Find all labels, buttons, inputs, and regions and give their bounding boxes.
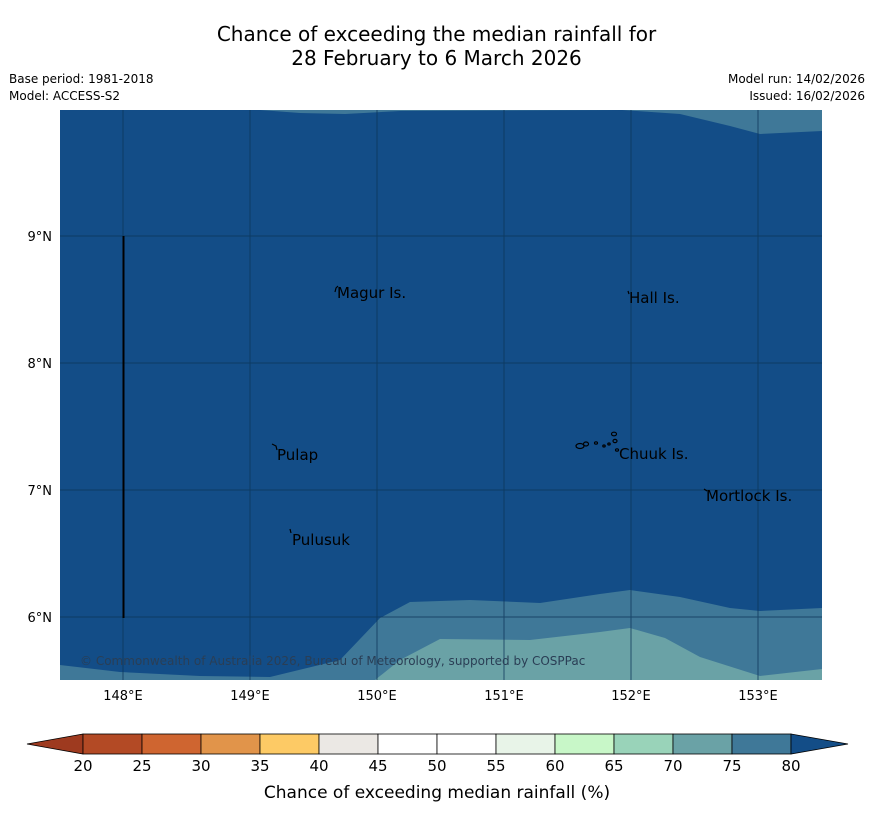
colorbar-tick-label: 20 — [73, 757, 92, 775]
lat-tick-label: 7°N — [28, 484, 53, 499]
colorbar-tick-label: 55 — [486, 757, 505, 775]
colorbar-tick-label: 50 — [427, 757, 446, 775]
chart-title: Chance of exceeding the median rainfall … — [0, 22, 873, 70]
lon-tick-label: 148°E — [103, 689, 143, 704]
place-mortlock: Mortlock Is. — [706, 487, 792, 505]
colorbar-tick-label: 30 — [191, 757, 210, 775]
colorbar-tick-label: 45 — [368, 757, 387, 775]
colorbar-extend-low — [26, 733, 84, 755]
pulap-island-outline — [271, 443, 278, 451]
place-magur: Magur Is. — [337, 284, 406, 302]
colorbar-segment — [200, 733, 261, 755]
colorbar-tick-label: 70 — [663, 757, 682, 775]
band-75-80-top — [260, 110, 822, 134]
title-line-2: 28 February to 6 March 2026 — [291, 46, 582, 70]
colorbar-segment — [141, 733, 202, 755]
lat-tick-label: 8°N — [28, 357, 53, 372]
pulusuk-island-outline — [289, 528, 292, 534]
issued-date: Issued: 16/02/2026 — [749, 89, 865, 103]
colorbar-label: Chance of exceeding median rainfall (%) — [264, 783, 610, 803]
band-70-75 — [375, 628, 822, 680]
magur-island-outline — [334, 285, 339, 293]
lon-tick-label: 151°E — [484, 689, 524, 704]
base-period: Base period: 1981-2018 — [9, 72, 154, 86]
model-name: Model: ACCESS-S2 — [9, 89, 121, 103]
colorbar-tick-label: 60 — [545, 757, 564, 775]
latitude-axis: 9°N 8°N 7°N 6°N — [28, 230, 53, 626]
meta-right: Model run: 14/02/2026 Issued: 16/02/2026 — [728, 71, 865, 105]
colorbar-segment — [672, 733, 733, 755]
colorbar-tick-label: 65 — [604, 757, 623, 775]
colorbar-segment — [495, 733, 556, 755]
colorbar-segment — [554, 733, 615, 755]
band-80-plus — [60, 110, 822, 680]
place-pulusuk: Pulusuk — [292, 531, 350, 549]
colorbar-tick-label: 35 — [250, 757, 269, 775]
colorbar-tick-label: 25 — [132, 757, 151, 775]
lon-tick-label: 150°E — [357, 689, 397, 704]
hall-island-outline — [627, 290, 630, 295]
island-outlines — [271, 285, 708, 534]
colorbar-segment — [436, 733, 497, 755]
title-line-1: Chance of exceeding the median rainfall … — [216, 22, 657, 46]
mortlock-island-outline — [703, 488, 708, 492]
longitude-axis: 148°E 149°E 150°E 151°E 152°E 153°E — [103, 689, 778, 704]
colorbar-segment — [613, 733, 674, 755]
lon-tick-label: 149°E — [230, 689, 270, 704]
place-chuuk: Chuuk Is. — [619, 445, 688, 463]
colorbar-segment — [731, 733, 792, 755]
colorbar-segment — [259, 733, 320, 755]
colorbar — [26, 733, 849, 755]
colorbar-segment — [82, 733, 143, 755]
colorbar-segment — [318, 733, 379, 755]
colorbar-extend-high — [790, 733, 849, 755]
colorbar-segment — [377, 733, 438, 755]
lat-tick-label: 9°N — [28, 230, 53, 245]
colorbar-tick-label: 40 — [309, 757, 328, 775]
copyright-notice: © Commonwealth of Australia 2026, Bureau… — [80, 654, 585, 668]
lon-tick-label: 152°E — [611, 689, 651, 704]
meta-left: Base period: 1981-2018 Model: ACCESS-S2 — [9, 71, 154, 105]
model-run: Model run: 14/02/2026 — [727, 72, 865, 86]
chuuk-lagoon-outline — [575, 431, 620, 452]
lat-tick-label: 6°N — [28, 611, 53, 626]
map-area: Magur Is. Hall Is. Pulap Chuuk Is. Mortl… — [60, 110, 822, 680]
place-pulap: Pulap — [277, 446, 318, 464]
colorbar-ticks: 20 25 30 35 40 45 50 55 60 65 70 75 80 — [73, 757, 800, 775]
colorbar-tick-label: 80 — [781, 757, 800, 775]
place-hall: Hall Is. — [629, 289, 680, 307]
lon-tick-label: 153°E — [738, 689, 778, 704]
colorbar-tick-label: 75 — [722, 757, 741, 775]
